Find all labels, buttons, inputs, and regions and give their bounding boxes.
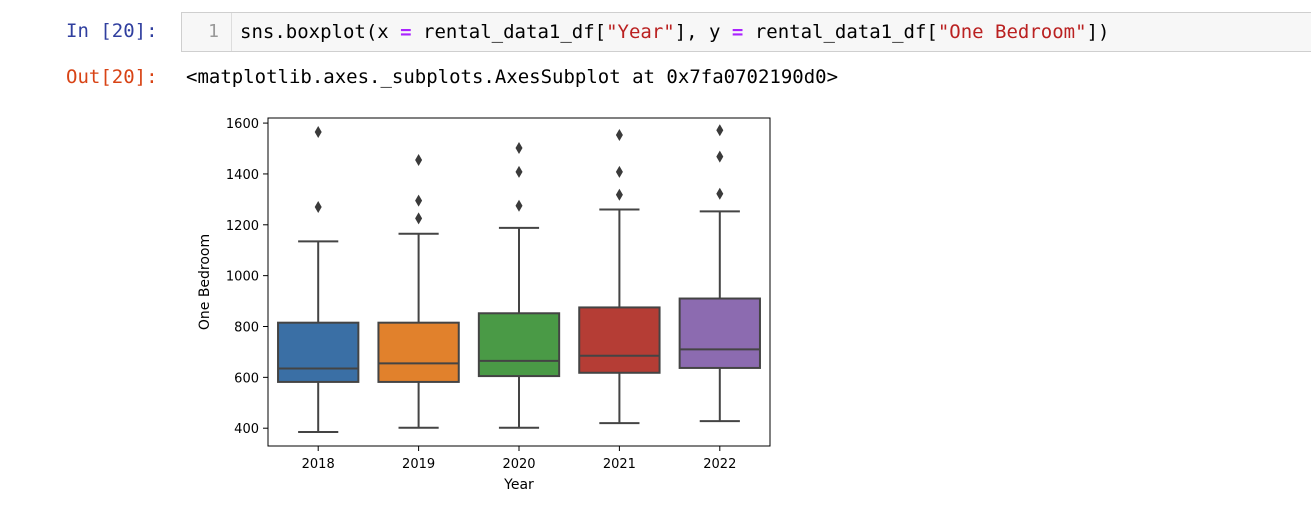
outlier-point — [515, 199, 523, 212]
outlier-point — [314, 125, 322, 138]
y-tick-label: 1000 — [226, 270, 259, 285]
code-token: ]) — [1086, 21, 1110, 43]
outlier-point — [716, 187, 724, 200]
outlier-point — [615, 165, 623, 178]
box-2020 — [477, 312, 561, 378]
y-tick-label: 800 — [234, 320, 259, 335]
x-tick-label: 2021 — [603, 457, 636, 472]
outlier-point — [615, 129, 623, 142]
code-string: "One Bedroom" — [937, 21, 1087, 43]
box-2019 — [377, 321, 460, 383]
code-cell-editor[interactable]: 1 sns.boxplot(x = rental_data1_df["Year"… — [181, 12, 1311, 52]
output-text: <matplotlib.axes._subplots.AxesSubplot a… — [186, 66, 839, 88]
code-token: ], y — [674, 21, 732, 43]
outlier-point — [716, 150, 724, 163]
boxplot-figure: 400 600 800 1000 1200 1400 1600 2018 2019 2020 202… — [190, 112, 790, 506]
x-tick-label: 2020 — [502, 457, 535, 472]
outlier-point — [415, 153, 423, 166]
outlier-point — [415, 194, 423, 207]
y-tick-label: 400 — [234, 422, 259, 437]
box-2022 — [678, 297, 761, 369]
x-tick-label: 2019 — [402, 457, 435, 472]
y-tick-label: 1200 — [226, 219, 259, 234]
code-operator: = — [400, 21, 412, 43]
boxplot-chart: 400 600 800 1000 1200 1400 1600 2018 2019 2020 202… — [197, 117, 771, 493]
code-token: rental_data1_df[ — [411, 21, 607, 43]
outlier-point — [515, 142, 523, 155]
y-tick-label: 600 — [234, 371, 259, 386]
output-prompt: Out[20]: — [66, 66, 158, 88]
y-tick-label: 1600 — [226, 117, 259, 132]
outlier-point — [615, 188, 623, 201]
box-2021 — [578, 306, 661, 374]
input-prompt: In [20]: — [66, 20, 158, 42]
code-string: "Year" — [606, 21, 675, 43]
outlier-point — [314, 200, 322, 213]
outlier-point — [716, 124, 724, 137]
x-tick-label: 2018 — [302, 457, 335, 472]
x-tick-label: 2022 — [703, 457, 736, 472]
outlier-point — [515, 165, 523, 178]
y-tick-label: 1400 — [226, 168, 259, 183]
line-number: 1 — [182, 13, 232, 51]
code-token: rental_data1_df[ — [743, 21, 938, 43]
code-operator: = — [731, 21, 744, 43]
y-axis-label: One Bedroom — [197, 234, 213, 330]
x-axis-label: Year — [503, 477, 534, 493]
outlier-point — [415, 212, 423, 225]
box-2018 — [277, 321, 360, 383]
code-line[interactable]: sns.boxplot(x = rental_data1_df["Year"],… — [240, 13, 1109, 51]
code-token: sns.boxplot(x — [240, 21, 401, 43]
